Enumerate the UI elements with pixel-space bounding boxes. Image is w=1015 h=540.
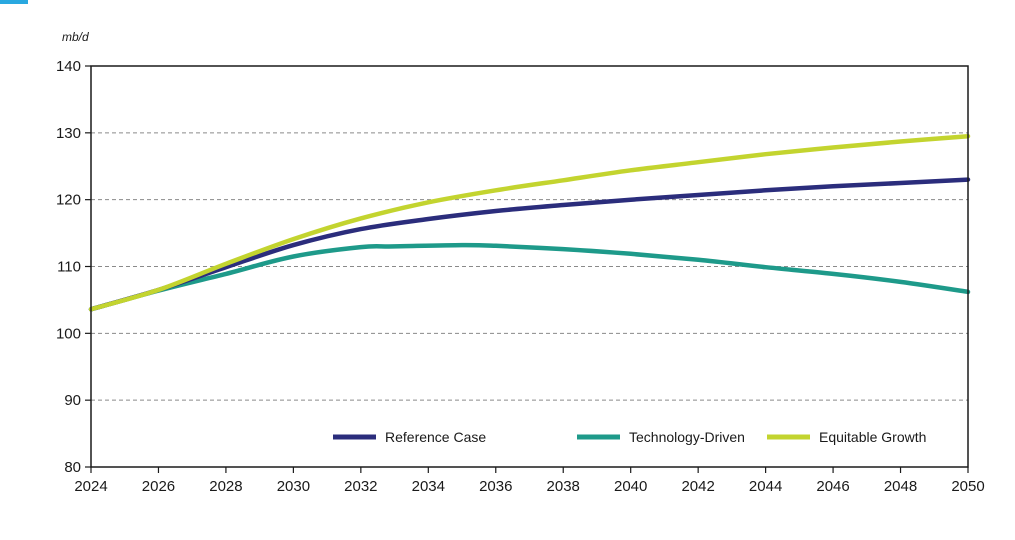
series-line-equitable-growth	[88, 133, 971, 312]
y-tick-label: 80	[64, 459, 81, 476]
x-tick-label: 2030	[277, 478, 310, 495]
legend: Reference Case Technology-Driven Equitable…	[333, 429, 926, 445]
y-tick-label: 110	[57, 259, 81, 276]
series-line-technology-driven	[88, 242, 971, 312]
x-tick-label: 2036	[479, 478, 512, 495]
series-line-reference-case	[88, 177, 971, 312]
x-tick-label: 2040	[614, 478, 647, 495]
series-lines	[88, 133, 971, 312]
x-tick-label: 2048	[884, 478, 917, 495]
x-tick-label: 2050	[951, 478, 984, 495]
x-tick-label: 2028	[209, 478, 242, 495]
x-tick-label: 2026	[142, 478, 175, 495]
y-tick-label: 90	[64, 392, 81, 409]
x-tick-label: 2032	[344, 478, 377, 495]
y-tick-label: 140	[56, 58, 81, 75]
legend-label-equitable-growth: Equitable Growth	[819, 429, 926, 445]
y-tick-label: 130	[56, 125, 81, 142]
x-tick-label: 2038	[547, 478, 580, 495]
legend-label-reference-case: Reference Case	[385, 429, 486, 445]
legend-label-technology-driven: Technology-Driven	[629, 429, 745, 445]
y-tick-label: 100	[56, 325, 81, 342]
y-tick-label: 120	[56, 192, 81, 209]
x-tick-label: 2046	[816, 478, 849, 495]
y-axis-unit-label: mb/d	[62, 30, 89, 44]
x-tick-label: 2034	[412, 478, 445, 495]
gridlines	[91, 132, 968, 401]
header-accent-mark	[0, 0, 28, 4]
x-tick-label: 2042	[681, 478, 714, 495]
axes: 80 90 100 110 120 130 140 2024 2026 2028 2030 2032 2…	[56, 58, 985, 495]
x-tick-label: 2024	[74, 478, 107, 495]
x-tick-label: 2044	[749, 478, 782, 495]
